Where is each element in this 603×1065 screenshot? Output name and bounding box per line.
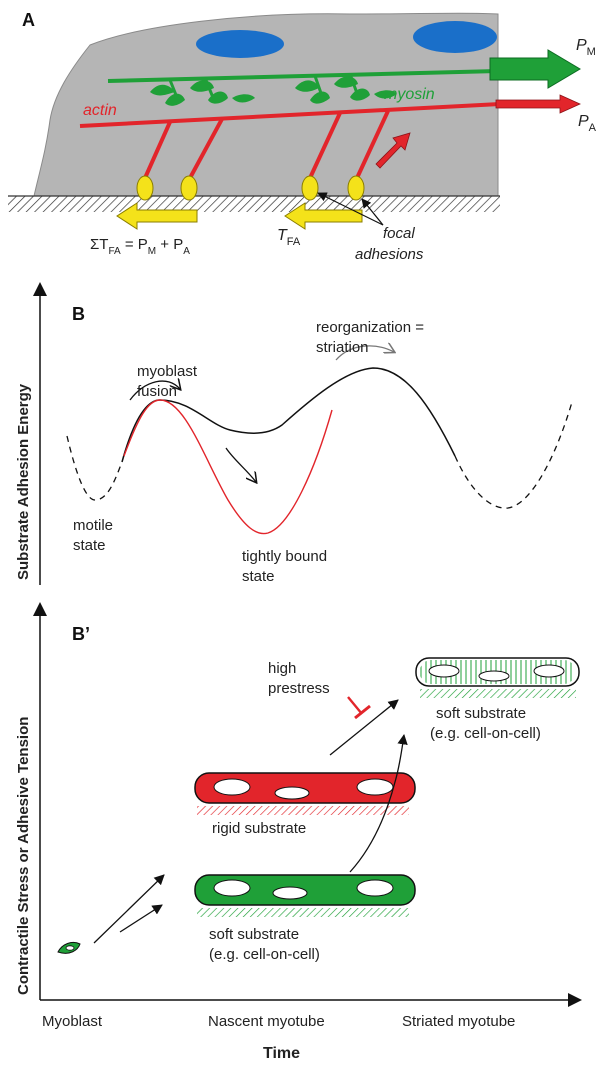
x-axis-title: Time (263, 1045, 300, 1062)
panel-b: Substrate Adhesion Energy B myoblast fus… (15, 282, 573, 585)
panel-a: A (8, 10, 597, 263)
pm-force-arrow (489, 49, 581, 89)
myotube-rigid (194, 772, 416, 804)
panel-b-prime-label: B’ (72, 624, 90, 644)
tightly-bound-arrow (225, 447, 256, 482)
actin-label: actin (83, 102, 117, 119)
panel-b-label: B (72, 304, 85, 324)
soft-substrate-top-label-2: (e.g. cell-on-cell) (430, 725, 541, 742)
soft-substrate-hatch-top (420, 689, 576, 698)
focal-adhesion-sites (136, 175, 365, 201)
adhesion-linkers (143, 110, 390, 179)
myoblast-fusion-label-2: fusion (137, 383, 177, 400)
energy-curve-dashed-left (66, 435, 123, 501)
high-prestress-inhibitor (347, 696, 363, 715)
x-tick-myoblast: Myoblast (42, 1013, 103, 1030)
tightly-bound-label-1: tightly bound (242, 548, 327, 565)
reorganization-label-1: reorganization = (316, 319, 424, 336)
nucleus (196, 30, 284, 58)
panel-b-prime-y-axis-title: Contractile Stress or Adhesive Tension (15, 717, 32, 995)
myoblast-fusion-label-1: myoblast (137, 363, 198, 380)
panel-a-label: A (22, 10, 35, 30)
panel-b-y-axis-title: Substrate Adhesion Energy (15, 383, 32, 580)
soft-substrate-label-1: soft substrate (209, 926, 299, 943)
rigid-substrate-hatch (197, 806, 409, 815)
reorganization-arrow (335, 346, 394, 361)
tfa-label: TFA (277, 227, 301, 248)
cell-body (33, 12, 499, 197)
soft-substrate-hatch (197, 908, 409, 917)
panel-b-prime: Contractile Stress or Adhesive Tension B… (15, 602, 582, 1062)
energy-curve-dashed-right (454, 401, 573, 509)
traction-arrow-right (284, 202, 363, 230)
pa-label: PA (578, 113, 597, 134)
reorganization-label-2: striation (316, 339, 369, 356)
myosin-motor (150, 77, 255, 106)
red-diagonal-arrow (375, 132, 411, 169)
motile-state-label-2: state (73, 537, 106, 554)
focal-adhesions-label-2: adhesions (355, 246, 424, 263)
myosin-label: myosin (384, 86, 435, 103)
motile-state-label-1: motile (73, 517, 113, 534)
substrate (8, 196, 500, 212)
soft-substrate-top-label-1: soft substrate (436, 705, 526, 722)
rigid-substrate-label: rigid substrate (212, 820, 306, 837)
high-prestress-label-2: prestress (268, 680, 330, 697)
myosin-motor (295, 73, 397, 104)
force-balance-equation: ΣTFA = PM + PA (90, 236, 190, 257)
energy-curve-red (123, 399, 333, 535)
pa-force-arrow (495, 94, 581, 114)
high-prestress-label-1: high (268, 660, 296, 677)
x-tick-nascent-myotube: Nascent myotube (208, 1013, 325, 1030)
traction-arrow-left (116, 202, 198, 230)
pm-label: PM (576, 37, 596, 58)
nucleus (413, 21, 497, 53)
myosin-filament (107, 69, 499, 83)
focal-adhesions-label-1: focal (383, 225, 415, 242)
tightly-bound-label-2: state (242, 568, 275, 585)
myoblast-fusion-arrow (129, 381, 180, 401)
actin-filament (79, 102, 501, 128)
soft-substrate-label-2: (e.g. cell-on-cell) (209, 946, 320, 963)
x-tick-striated-myotube: Striated myotube (402, 1013, 515, 1030)
